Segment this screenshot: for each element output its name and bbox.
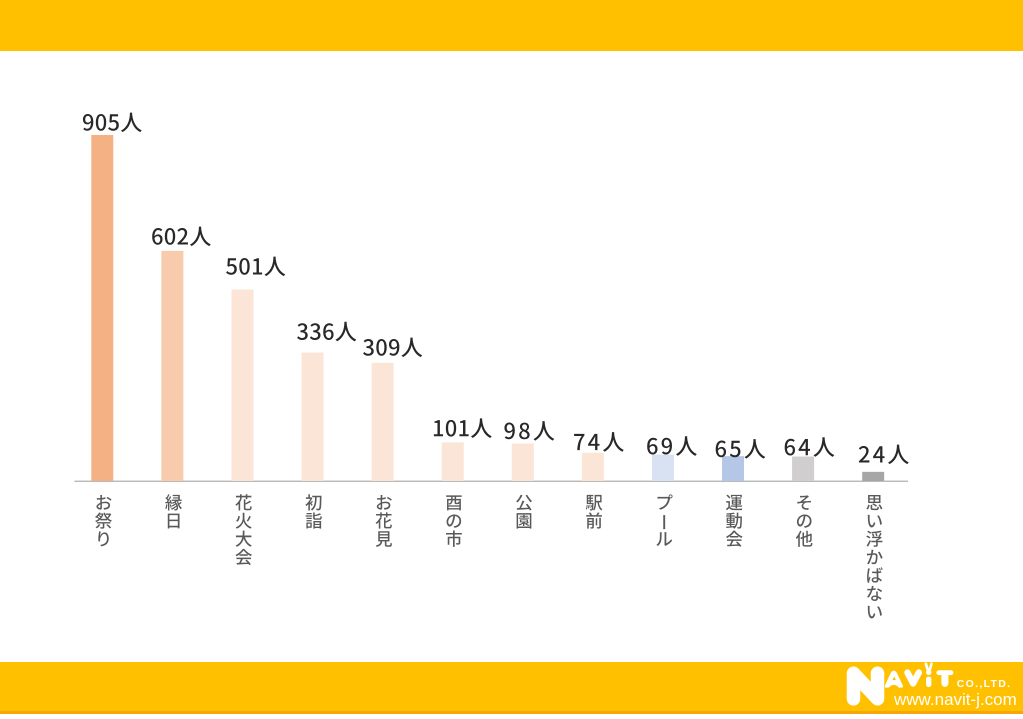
- svg-text:www.navit-j.com: www.navit-j.com: [893, 690, 1017, 709]
- svg-text:CO.,LTD.: CO.,LTD.: [957, 678, 1012, 690]
